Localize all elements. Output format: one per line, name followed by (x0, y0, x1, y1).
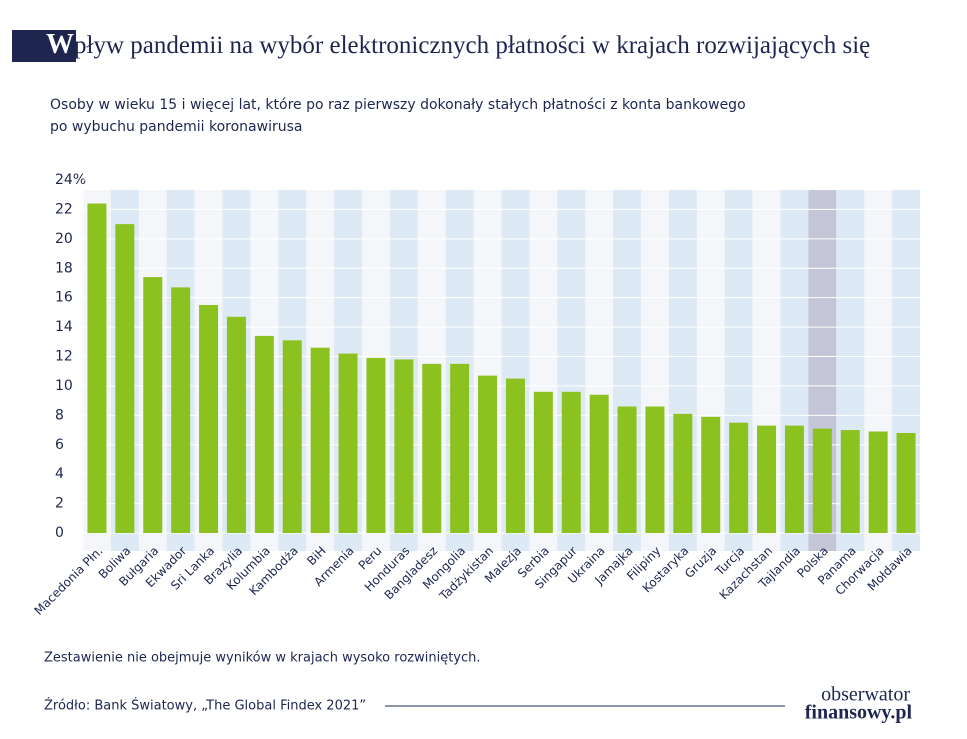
source: Źródło: Bank Światowy, „The Global Finde… (44, 698, 366, 714)
bar (812, 428, 832, 533)
bar (143, 277, 163, 533)
y-tick-label: 6 (55, 437, 64, 453)
bar (784, 425, 804, 533)
title-block (12, 30, 76, 62)
y-tick-label: 24% (55, 172, 86, 188)
bar (115, 224, 135, 533)
bar (254, 335, 274, 533)
bar (505, 378, 525, 533)
chart-title: Wpływ pandemii na wybór elektronicznych … (46, 29, 870, 60)
bar (617, 406, 637, 533)
bar (450, 363, 470, 533)
y-tick-label: 20 (55, 231, 73, 247)
bar (896, 432, 916, 533)
x-tick-label: Macedonia Płn. (31, 544, 105, 618)
subtitle: po wybuchu pandemii koronawirusa (50, 119, 302, 135)
bar (87, 203, 107, 534)
logo: finansowy.pl (805, 702, 913, 724)
y-tick-label: 10 (55, 378, 73, 394)
y-tick-label: 16 (55, 290, 73, 306)
y-tick-label: 8 (55, 407, 64, 423)
bar (561, 391, 581, 533)
y-tick-label: 14 (55, 319, 73, 335)
y-tick-label: 12 (55, 349, 73, 365)
note: Zestawienie nie obejmuje wyników w kraja… (44, 651, 481, 666)
bar (171, 287, 191, 533)
bar (757, 425, 777, 533)
bar (422, 363, 442, 533)
bar (338, 353, 358, 533)
y-tick-label: 18 (55, 260, 73, 276)
bar (226, 316, 246, 533)
bar (840, 430, 860, 533)
bar (589, 394, 609, 533)
y-tick-label: 4 (55, 466, 64, 482)
bar (673, 413, 693, 533)
bar (310, 347, 330, 533)
bar (645, 406, 665, 533)
bar (394, 359, 414, 533)
y-tick-label: 22 (55, 201, 73, 217)
bar (478, 375, 498, 533)
logo: obserwator (821, 684, 910, 706)
bar (868, 431, 888, 533)
subtitle: Osoby w wieku 15 i więcej lat, które po … (50, 97, 746, 113)
bar (729, 422, 749, 533)
bar (533, 391, 553, 533)
bar (366, 357, 386, 533)
y-tick-label: 0 (55, 525, 64, 541)
bar (282, 340, 302, 533)
bar (199, 305, 219, 533)
y-tick-label: 2 (55, 496, 64, 512)
bar (701, 416, 721, 533)
